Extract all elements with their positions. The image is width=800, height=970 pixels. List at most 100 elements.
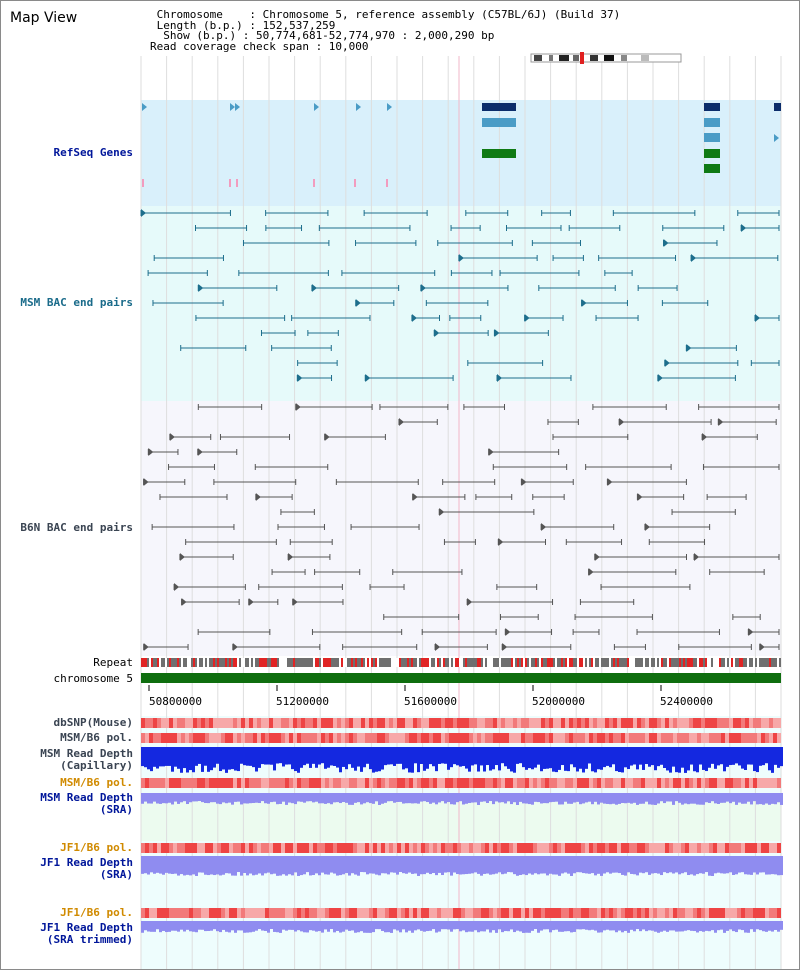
repeat-segment — [323, 658, 325, 667]
jf1-sra-depth-bar — [474, 856, 477, 873]
chromosome-info: Chromosome : Chromosome 5, reference ass… — [150, 9, 620, 52]
msm-pol2-strip — [473, 778, 477, 788]
repeat-segment — [283, 658, 285, 667]
repeat-segment — [365, 658, 367, 667]
jf1-trimmed-depth-bar — [396, 921, 399, 931]
msm-sra-depth-bar — [195, 793, 198, 802]
b6n-bac-arrow — [181, 598, 187, 606]
dbsnp-strip — [673, 718, 677, 728]
msm-pol2-strip — [645, 778, 649, 788]
repeat-segment — [489, 658, 491, 667]
dbsnp-strip — [201, 718, 205, 728]
msm-capillary-depth-bar — [555, 747, 558, 773]
jf1-pol-strip — [457, 843, 461, 853]
jf1-trimmed-depth-bar — [588, 921, 591, 931]
jf1-trimmed-depth-bar — [195, 921, 198, 933]
msm-bac-arrow — [496, 374, 502, 382]
jf1-pol-strip — [533, 843, 537, 853]
repeat-segment — [523, 658, 525, 667]
msm-pol2-strip — [441, 778, 445, 788]
repeat-segment — [401, 658, 403, 667]
track-label-msm-depth-capillary[interactable]: MSM Read Depth (Capillary) — [40, 748, 133, 772]
msm-pol2-strip — [145, 778, 149, 788]
jf1-pol-strip — [497, 843, 501, 853]
jf1-sra-depth-bar — [327, 856, 330, 875]
track-label-repeat[interactable]: Repeat — [93, 656, 133, 669]
msm-pol2-strip — [241, 778, 245, 788]
repeat-segment — [207, 658, 209, 667]
msm-pol-strip — [677, 733, 681, 743]
repeat-segment — [245, 658, 247, 667]
msm-pol-strip — [349, 733, 353, 743]
msm-pol-strip — [461, 733, 465, 743]
track-label-jf1-pol-2[interactable]: JF1/B6 pol. — [60, 906, 133, 919]
msm-capillary-depth-bar — [588, 747, 591, 764]
repeat-segment — [549, 658, 551, 667]
jf1-sra-depth-bar — [648, 856, 651, 875]
msm-pol2-strip — [681, 778, 685, 788]
track-label-dbsnp[interactable]: dbSNP(Mouse) — [53, 716, 133, 729]
jf1-pol-strip — [197, 843, 201, 853]
msm-pol2-strip — [413, 778, 417, 788]
jf1-trimmed-depth-bar — [687, 921, 690, 931]
jf1-pol-strip — [741, 843, 745, 853]
dbsnp-strip — [565, 718, 569, 728]
track-label-msm-pol-2[interactable]: MSM/B6 pol. — [60, 776, 133, 789]
msm-pol-strip — [753, 733, 757, 743]
track-label-jf1-depth-sra[interactable]: JF1 Read Depth (SRA) — [40, 857, 133, 881]
msm-sra-depth-bar — [705, 793, 708, 803]
jf1-pol2-strip — [413, 908, 417, 918]
repeat-segment — [437, 658, 439, 667]
msm-pol-strip — [281, 733, 285, 743]
jf1-sra-depth-bar — [387, 856, 390, 875]
msm-pol-strip — [421, 733, 425, 743]
msm-sra-depth-bar — [600, 793, 603, 803]
msm-sra-depth-bar — [477, 793, 480, 805]
jf1-pol-strip — [665, 843, 669, 853]
jf1-trimmed-depth-bar — [570, 921, 573, 933]
msm-bac-arrow — [663, 239, 669, 247]
jf1-pol-strip — [289, 843, 293, 853]
b6n-bac-arrow — [498, 538, 504, 546]
jf1-pol2-strip — [625, 908, 629, 918]
repeat-segment — [737, 658, 739, 667]
msm-pol-strip — [285, 733, 289, 743]
repeat-segment — [379, 658, 381, 667]
repeat-segment — [429, 658, 431, 667]
jf1-pol-strip — [229, 843, 233, 853]
msm-sra-depth-bar — [633, 793, 636, 803]
msm-pol2-strip — [705, 778, 709, 788]
track-label-jf1-pol-1[interactable]: JF1/B6 pol. — [60, 841, 133, 854]
repeat-segment — [469, 658, 471, 667]
repeat-segment — [273, 658, 275, 667]
jf1-trimmed-depth-bar — [612, 921, 615, 931]
track-label-refseq[interactable]: RefSeq Genes — [53, 146, 133, 159]
dbsnp-strip — [373, 718, 377, 728]
msm-capillary-depth-bar — [690, 747, 693, 765]
track-label-msm-bac[interactable]: MSM BAC end pairs — [20, 296, 133, 309]
dbsnp-strip — [369, 718, 373, 728]
repeat-segment — [745, 658, 747, 667]
track-label-msm-depth-sra[interactable]: MSM Read Depth (SRA) — [40, 792, 133, 816]
jf1-trimmed-depth-bar — [663, 921, 666, 931]
repeat-segment — [673, 658, 675, 667]
track-label-b6n-bac[interactable]: B6N BAC end pairs — [20, 521, 133, 534]
jf1-pol-strip — [757, 843, 761, 853]
repeat-segment — [315, 658, 317, 667]
jf1-pol2-strip — [757, 908, 761, 918]
msm-sra-depth-bar — [612, 793, 615, 804]
track-label-jf1-depth-trimmed[interactable]: JF1 Read Depth (SRA trimmed) — [40, 922, 133, 946]
repeat-segment — [221, 658, 223, 667]
jf1-pol2-strip — [205, 908, 209, 918]
msm-pol2-strip — [289, 778, 293, 788]
msm-capillary-depth-bar — [732, 747, 735, 765]
jf1-sra-depth-bar — [681, 856, 684, 874]
track-label-chromosome[interactable]: chromosome 5 — [53, 672, 133, 685]
track-label-msm-pol-1[interactable]: MSM/B6 pol. — [60, 731, 133, 744]
jf1-pol-strip — [605, 843, 609, 853]
msm-sra-depth-bar — [258, 793, 261, 804]
jf1-trimmed-depth-bar — [354, 921, 357, 933]
repeat-segment — [227, 658, 229, 667]
msm-pol2-strip — [281, 778, 285, 788]
